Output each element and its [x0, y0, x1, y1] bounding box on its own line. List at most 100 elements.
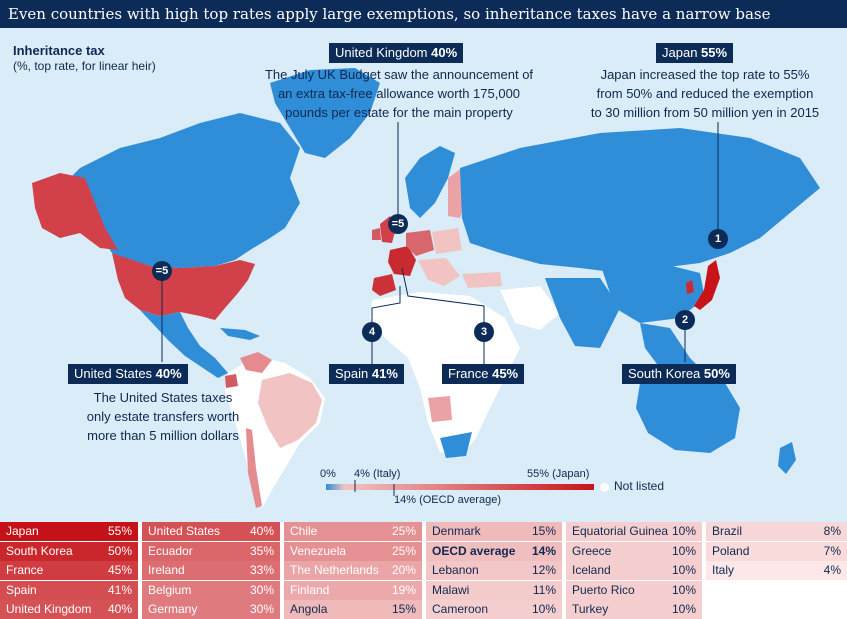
- table-value: 45%: [107, 563, 132, 577]
- callout-france-name: France: [448, 366, 489, 381]
- callout-uk-line: pounds per estate for the main property: [285, 105, 513, 120]
- table-country: Cameroon: [432, 602, 489, 616]
- region-south-africa: [440, 432, 472, 458]
- table-country: South Korea: [6, 543, 73, 558]
- callout-spain: Spain 41%: [329, 364, 404, 384]
- callout-uk-text: The July UK Budget saw the announcement …: [255, 65, 543, 122]
- rank-badge-south-korea: 2: [675, 310, 695, 330]
- table-value: 30%: [249, 602, 274, 616]
- table-row: Poland 7%: [706, 541, 847, 561]
- colour-scale-bar: [326, 484, 594, 490]
- table-value: 10%: [671, 543, 696, 558]
- table-country: Denmark: [432, 524, 481, 538]
- table-row: United Kingdom 40%: [0, 600, 138, 619]
- table-row: Spain 41%: [0, 580, 138, 600]
- region-poland-east: [432, 228, 462, 254]
- table-row: United States 40%: [142, 522, 280, 541]
- region-canada: [60, 113, 300, 268]
- table-country: Venezuela: [290, 543, 347, 558]
- table-value: 20%: [391, 563, 416, 577]
- callout-japan-text: Japan increased the top rate to 55% from…: [580, 65, 830, 122]
- table-row: Germany 30%: [142, 600, 280, 619]
- scale-label-not-listed: Not listed: [614, 479, 665, 493]
- table-value: 14%: [531, 543, 556, 558]
- region-france: [388, 246, 416, 276]
- table-country: Lebanon: [432, 563, 479, 577]
- callout-france-value: 45%: [492, 366, 519, 381]
- table-row: Puerto Rico 10%: [566, 580, 702, 600]
- region-japan: [694, 260, 720, 310]
- table-row: Equatorial Guinea 10%: [566, 522, 702, 541]
- table-value: 11%: [532, 582, 556, 597]
- region-angola: [428, 396, 452, 422]
- callout-us-value: 40%: [155, 366, 182, 381]
- table-row: Venezuela 25%: [284, 541, 422, 561]
- region-chile: [246, 428, 262, 508]
- table-country: Germany: [148, 602, 198, 616]
- region-brazil: [258, 373, 322, 448]
- table-country: Ecuador: [148, 543, 193, 558]
- table-value: 10%: [671, 563, 696, 577]
- rates-table: Japan 55% South Korea 50% France 45% Spain 41% U…: [0, 522, 847, 619]
- table-value: 12%: [531, 563, 556, 577]
- table-value: 8%: [823, 524, 841, 538]
- rank-badge-us: =5: [152, 261, 172, 281]
- table-value: 25%: [391, 543, 416, 558]
- table-row: Denmark 15%: [426, 522, 562, 541]
- region-scandinavia: [405, 146, 455, 218]
- scale-label-max: 55% (Japan): [527, 468, 590, 480]
- table-row: Italy 4%: [706, 561, 847, 580]
- table-value: 41%: [107, 582, 132, 597]
- region-new-zealand: [778, 442, 796, 474]
- table-value: 10%: [671, 602, 696, 616]
- table-country: United States: [148, 524, 221, 538]
- table-value: 15%: [391, 602, 416, 616]
- table-row: Lebanon 12%: [426, 561, 562, 580]
- table-value: 40%: [107, 602, 132, 616]
- table-value: 10%: [671, 582, 696, 597]
- region-alaska: [32, 173, 118, 250]
- table-value: 40%: [249, 524, 274, 538]
- table-country: Italy: [712, 563, 735, 577]
- callout-south-korea-name: South Korea: [628, 366, 701, 381]
- table-row: Finland 19%: [284, 580, 422, 600]
- region-south-korea: [686, 280, 694, 294]
- table-value: 10%: [531, 602, 556, 616]
- table-country: United Kingdom: [6, 602, 92, 616]
- table-country: Equatorial Guinea: [572, 524, 669, 538]
- rank-badge-uk: =5: [388, 214, 408, 234]
- table-country: Brazil: [712, 524, 743, 538]
- table-value: 33%: [249, 563, 274, 577]
- table-row: South Korea 50%: [0, 541, 138, 561]
- callout-france: France 45%: [442, 364, 525, 384]
- region-venezuela: [240, 352, 272, 373]
- table-row: Ireland 33%: [142, 561, 280, 580]
- callout-uk-value: 40%: [431, 45, 458, 60]
- world-map: Inheritance tax (%, top rate, for linear…: [0, 28, 847, 522]
- region-china: [600, 263, 705, 323]
- region-ecuador: [225, 374, 238, 388]
- region-caribbean: [220, 328, 260, 340]
- callout-us-text: The United States taxes only estate tran…: [48, 388, 278, 445]
- table-country: OECD average: [432, 543, 516, 558]
- table-country: Chile: [290, 524, 318, 538]
- table-row: Ecuador 35%: [142, 541, 280, 561]
- table-value: 19%: [391, 582, 416, 597]
- callout-us-line: only estate transfers worth: [86, 409, 240, 424]
- table-country: The Netherlands: [290, 563, 379, 577]
- callout-us-line: more than 5 million dollars: [87, 428, 239, 443]
- rank-badge-japan: 1: [708, 229, 728, 249]
- region-middle-east: [500, 286, 560, 330]
- table-value: 35%: [249, 543, 274, 558]
- table-row: Greece 10%: [566, 541, 702, 561]
- table-row: Turkey 10%: [566, 600, 702, 619]
- table-country: Belgium: [148, 582, 192, 597]
- region-south-asia: [545, 278, 620, 348]
- callout-south-korea: South Korea 50%: [622, 364, 736, 384]
- table-country: Angola: [290, 602, 328, 616]
- table-country: Greece: [572, 543, 612, 558]
- table-country: Finland: [290, 582, 330, 597]
- rank-badge-france: 3: [474, 322, 494, 342]
- region-greenland: [270, 68, 380, 158]
- table-row: Angola 15%: [284, 600, 422, 619]
